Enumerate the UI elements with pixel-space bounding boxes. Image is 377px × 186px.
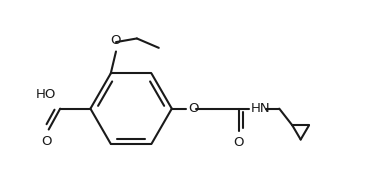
Text: O: O xyxy=(111,34,121,47)
Text: O: O xyxy=(41,135,51,148)
Text: HO: HO xyxy=(35,88,56,101)
Text: O: O xyxy=(233,136,244,149)
Text: HN: HN xyxy=(251,102,271,115)
Text: O: O xyxy=(188,102,199,115)
